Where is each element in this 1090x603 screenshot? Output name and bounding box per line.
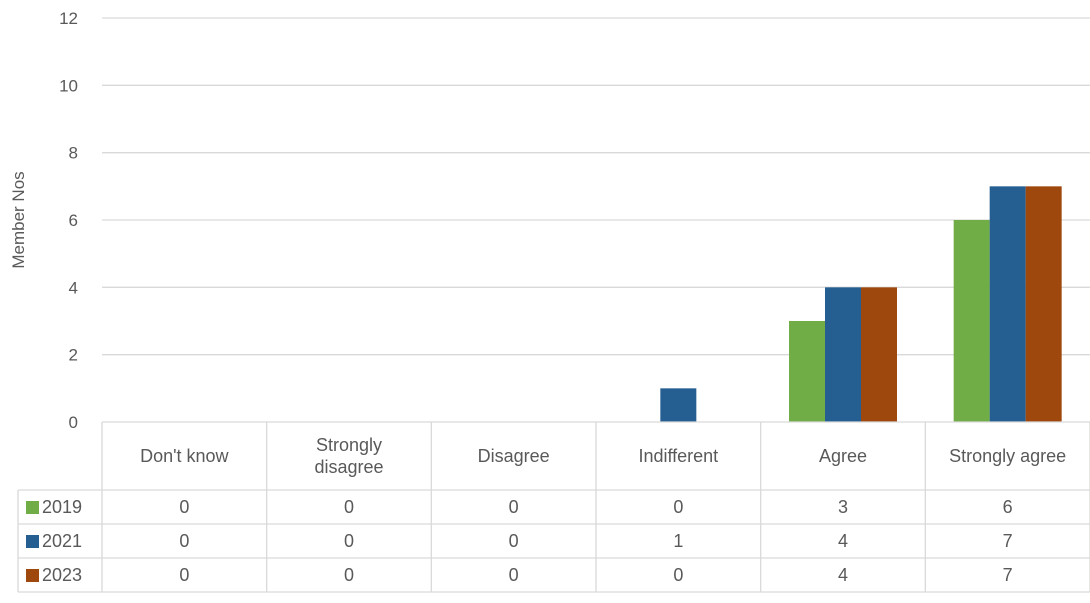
legend-key-2021 bbox=[26, 535, 39, 548]
data-label: 4 bbox=[838, 565, 848, 585]
x-category-label-line: Strongly bbox=[316, 435, 382, 455]
data-label: 4 bbox=[838, 531, 848, 551]
x-category-label-line: Strongly agree bbox=[949, 446, 1066, 466]
x-category-label: Strongly agree bbox=[949, 446, 1066, 466]
legend-label-2023: 2023 bbox=[42, 565, 82, 585]
x-category-label: Disagree bbox=[478, 446, 550, 466]
y-tick-label: 10 bbox=[59, 76, 78, 95]
bars bbox=[660, 186, 1062, 422]
legend-key-2023 bbox=[26, 569, 39, 582]
bar-2021-4 bbox=[825, 287, 861, 422]
data-label: 1 bbox=[673, 531, 683, 551]
data-label: 0 bbox=[179, 565, 189, 585]
x-category-label-line: Disagree bbox=[478, 446, 550, 466]
data-label: 3 bbox=[838, 497, 848, 517]
data-label: 0 bbox=[179, 497, 189, 517]
x-category-label-line: disagree bbox=[314, 457, 383, 477]
data-label: 0 bbox=[344, 531, 354, 551]
bar-2019-5 bbox=[953, 220, 990, 422]
x-category-label: Indifferent bbox=[638, 446, 718, 466]
y-tick-label: 8 bbox=[69, 144, 78, 163]
data-label: 0 bbox=[673, 497, 683, 517]
x-category-label-line: Agree bbox=[819, 446, 867, 466]
data-label: 0 bbox=[179, 531, 189, 551]
x-category-label: Strongly disagree bbox=[314, 435, 383, 477]
data-table: Don't know Strongly disagree Disagree Indiff… bbox=[17, 421, 1090, 593]
y-tick-label: 6 bbox=[69, 211, 78, 230]
data-label: 0 bbox=[509, 565, 519, 585]
x-category-label-line: Indifferent bbox=[638, 446, 718, 466]
data-label: 7 bbox=[1003, 531, 1013, 551]
bar-2021-5 bbox=[989, 186, 1026, 422]
legend-key-2019 bbox=[26, 501, 39, 514]
x-category-label: Don't know bbox=[140, 446, 229, 466]
data-label: 0 bbox=[509, 531, 519, 551]
data-label: 0 bbox=[344, 497, 354, 517]
data-label: 0 bbox=[509, 497, 519, 517]
y-axis-label: Member Nos bbox=[9, 171, 28, 268]
bar-2023-4 bbox=[861, 287, 897, 422]
bar-2019-4 bbox=[789, 321, 825, 422]
data-label: 6 bbox=[1003, 497, 1013, 517]
x-category-label: Agree bbox=[819, 446, 867, 466]
x-category-label-line: Don't know bbox=[140, 446, 229, 466]
legend-label-2019: 2019 bbox=[42, 497, 82, 517]
bar-2021-3 bbox=[660, 388, 697, 422]
gridlines bbox=[102, 17, 1090, 356]
y-tick-label: 4 bbox=[69, 278, 78, 297]
data-label: 0 bbox=[344, 565, 354, 585]
bar-2023-5 bbox=[1025, 186, 1062, 422]
data-label: 0 bbox=[673, 565, 683, 585]
data-label: 7 bbox=[1003, 565, 1013, 585]
y-tick-label: 0 bbox=[69, 413, 78, 432]
y-axis-ticks: 0 2 4 6 8 10 12 bbox=[59, 9, 78, 432]
y-tick-label: 2 bbox=[69, 346, 78, 365]
legend-label-2021: 2021 bbox=[42, 531, 82, 551]
y-tick-label: 12 bbox=[59, 9, 78, 28]
